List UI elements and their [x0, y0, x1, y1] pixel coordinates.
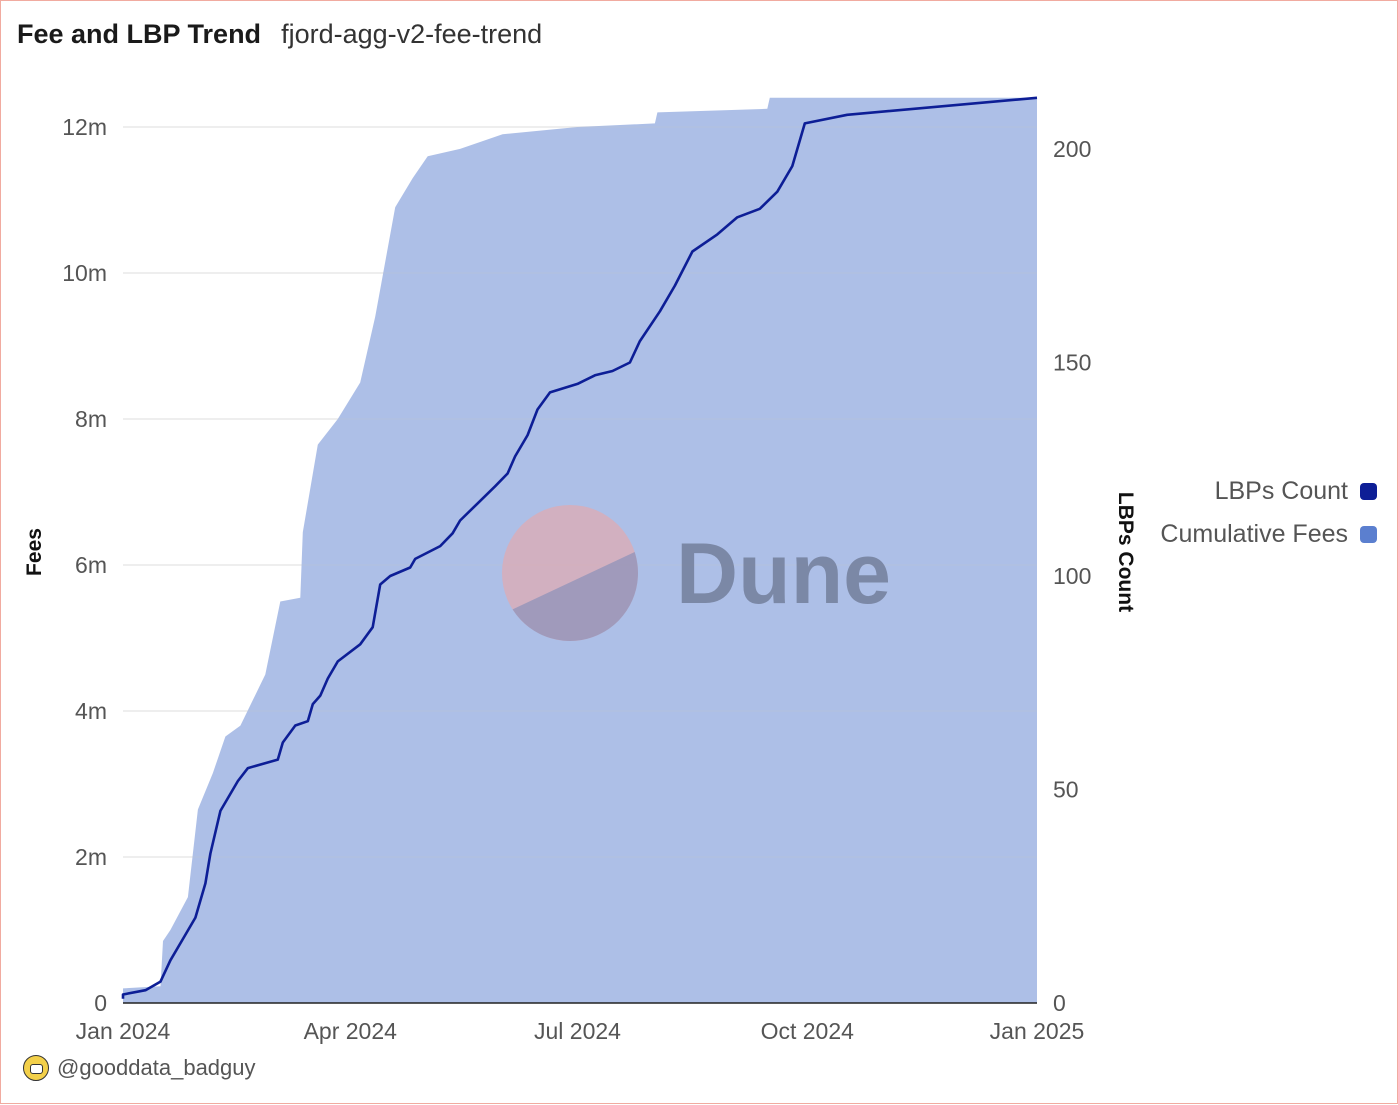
title-row: Fee and LBP Trend fjord-agg-v2-fee-trend — [17, 19, 542, 50]
y-left-tick-label: 12m — [62, 114, 107, 140]
y-axis-left-ticks: 0 2m 4m 6m 8m 10m 12m — [62, 114, 107, 1016]
y-left-tick-label: 8m — [75, 406, 107, 432]
lbps-count-line-group — [121, 96, 1038, 999]
legend: LBPs Count Cumulative Fees — [1160, 477, 1377, 549]
x-axis-ticks: Jan 2024 Apr 2024 Jul 2024 Oct 2024 Jan 2025 — [76, 1018, 1085, 1044]
x-tick-label: Oct 2024 — [761, 1018, 855, 1044]
watermark-text: Dune — [676, 526, 891, 622]
y-axis-left-title: Fees — [23, 528, 46, 576]
chart-title: Fee and LBP Trend — [17, 19, 262, 49]
legend-item-cumulative-fees[interactable]: Cumulative Fees — [1160, 520, 1377, 549]
y-left-tick-label: 6m — [75, 552, 107, 578]
legend-label-lbps-count: LBPs Count — [1214, 477, 1348, 505]
y-right-tick-label: 0 — [1053, 990, 1066, 1016]
y-right-tick-label: 50 — [1053, 777, 1079, 803]
y-left-tick-label: 0 — [94, 990, 107, 1016]
x-tick-label: Jul 2024 — [534, 1018, 621, 1044]
legend-label-cumulative-fees: Cumulative Fees — [1160, 520, 1348, 548]
y-axis-right-ticks: 0 50 100 150 200 — [1053, 136, 1091, 1016]
y-right-tick-label: 200 — [1053, 136, 1091, 162]
y-left-tick-label: 2m — [75, 844, 107, 870]
x-tick-label: Jan 2024 — [76, 1018, 171, 1044]
footer-attribution: @gooddata_badguy — [23, 1055, 256, 1081]
author-handle[interactable]: @gooddata_badguy — [57, 1055, 256, 1080]
avatar-icon[interactable] — [23, 1055, 49, 1081]
legend-item-lbps-count[interactable]: LBPs Count — [1215, 477, 1377, 506]
y-left-tick-label: 10m — [62, 260, 107, 286]
y-axis-right-title: LBPs Count — [1114, 492, 1137, 612]
y-left-tick-label: 4m — [75, 698, 107, 724]
watermark-slice — [512, 551, 638, 642]
x-tick-label: Jan 2025 — [990, 1018, 1085, 1044]
legend-swatch-lbps-count — [1360, 483, 1377, 500]
lbps-count-line[interactable] — [121, 96, 1038, 999]
y-right-tick-label: 100 — [1053, 563, 1091, 589]
chart-subtitle: fjord-agg-v2-fee-trend — [281, 19, 543, 49]
x-tick-label: Apr 2024 — [304, 1018, 398, 1044]
legend-swatch-cumulative-fees — [1360, 526, 1377, 543]
watermark-logo: Dune — [502, 505, 891, 642]
y-right-tick-label: 150 — [1053, 350, 1091, 376]
